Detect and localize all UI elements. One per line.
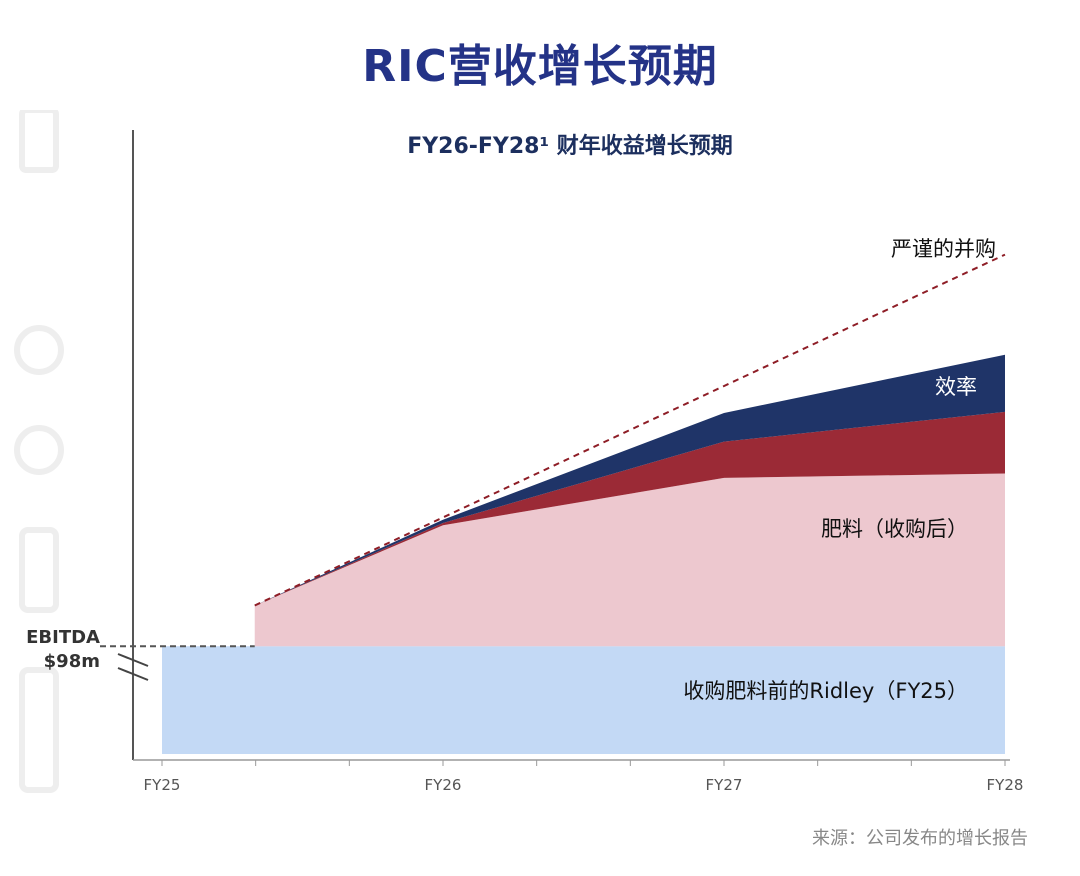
x-tick-label: FY28 [987,776,1024,794]
source-note: 来源：公司发布的增长报告 [812,828,1028,849]
axis-break-mark [117,653,149,667]
growth-area [254,354,1006,606]
growth-label: 增长 [935,311,977,335]
fertiliser-area [254,473,1006,647]
efficiency-label: 效率 [935,375,977,399]
ridley-base-area [162,646,1005,754]
fertiliser-label: 肥料（收购后） [821,517,968,541]
ridley-base-label: 收购肥料前的Ridley（FY25） [683,679,968,703]
x-tick-label: FY26 [425,776,462,794]
side-decoration [14,110,64,793]
x-tick-label: FY27 [706,776,743,794]
ebitda-label-value: $98m [43,651,100,672]
ebitda-label-line1: EBITDA [26,627,100,648]
axis-break-mark [117,667,149,681]
ebitda-label: EBITDA $98m [20,626,100,674]
chart-title: FY26-FY28¹ 财年收益增长预期 [407,134,733,159]
prudent-acquisition-label: 严谨的并购 [891,237,996,261]
efficiency-area [254,411,1006,606]
page-title: RIC营收增长预期 [362,41,718,92]
x-tick-label: FY25 [144,776,181,794]
